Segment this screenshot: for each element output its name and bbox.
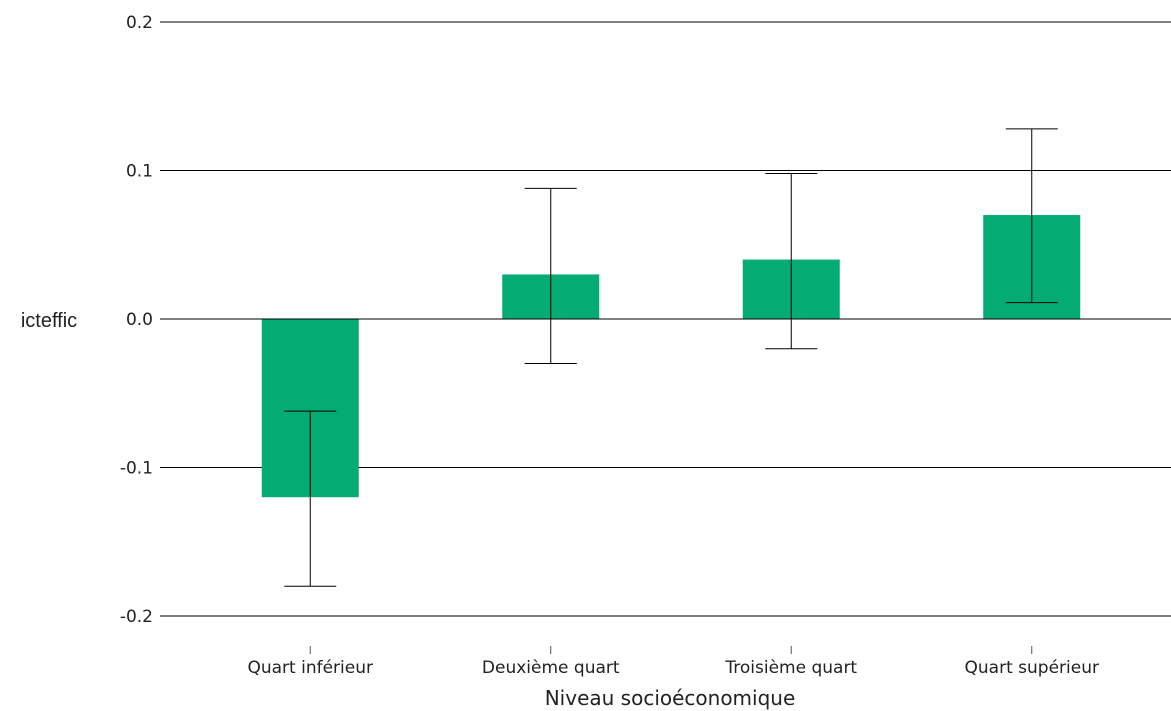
y-tick-label: 0.1 [126, 162, 153, 182]
error-bars [284, 128, 1058, 587]
y-tick-label: 0.0 [126, 310, 153, 330]
x-ticks: Quart inférieur Deuxième quart Troisième q… [247, 646, 1099, 678]
error-bar [524, 187, 577, 365]
x-axis-title: Niveau socioéconomique [545, 686, 796, 710]
y-axis-title: icteffic [21, 310, 77, 332]
x-tick-label: Deuxième quart [482, 658, 620, 678]
y-tick-label: 0.2 [126, 13, 153, 33]
error-bar [284, 410, 337, 587]
x-tick-label: Troisième quart [724, 658, 857, 678]
error-bar [1005, 128, 1058, 304]
y-tick-label: -0.1 [120, 459, 153, 479]
x-tick-label: Quart inférieur [247, 658, 373, 678]
x-tick-label: Quart supérieur [965, 658, 1099, 678]
y-tick-label: -0.2 [120, 607, 153, 627]
y-tick-labels: -0.2 -0.1 0.0 0.1 0.2 [120, 13, 153, 627]
error-bar [765, 172, 818, 350]
bars [261, 215, 1081, 498]
